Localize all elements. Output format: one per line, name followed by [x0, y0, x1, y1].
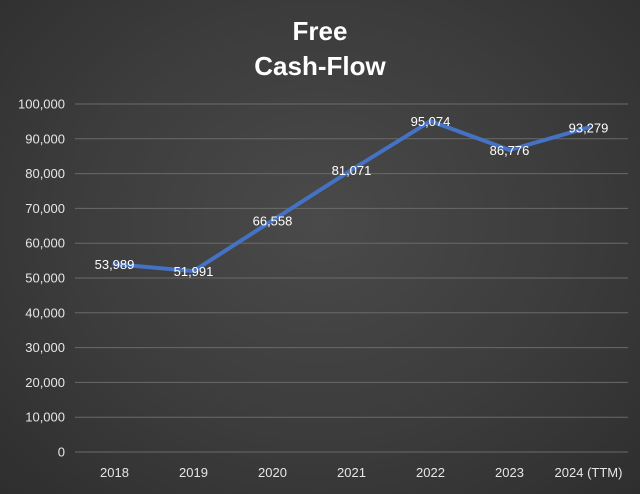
y-tick-label: 40,000 [25, 305, 65, 320]
data-label: 93,279 [569, 120, 609, 135]
chart-title-line-2: Cash-Flow [254, 51, 386, 81]
data-point [428, 119, 433, 124]
data-label: 53,989 [95, 257, 135, 272]
y-tick-label: 0 [58, 445, 65, 460]
gridlines [75, 103, 628, 453]
y-tick-label: 100,000 [18, 97, 65, 112]
y-tick-label: 90,000 [25, 131, 65, 146]
x-tick-label: 2024 (TTM) [555, 465, 623, 480]
data-label: 86,776 [490, 143, 530, 158]
series-layer [112, 119, 591, 274]
y-tick-label: 50,000 [25, 271, 65, 286]
y-tick-label: 80,000 [25, 166, 65, 181]
x-tick-label: 2019 [179, 465, 208, 480]
y-tick-label: 70,000 [25, 201, 65, 216]
x-axis-ticks: 2018 2019 2020 2021 2022 2023 2024 (TTM) [100, 465, 622, 480]
chart-title-line-1: Free [293, 16, 348, 46]
x-tick-label: 2021 [337, 465, 366, 480]
data-point [112, 262, 117, 267]
data-point [349, 167, 354, 172]
y-tick-label: 10,000 [25, 410, 65, 425]
data-label: 66,558 [253, 213, 293, 228]
y-axis-ticks: 0 10,000 20,000 30,000 40,000 50,000 60,000 70,… [18, 97, 65, 460]
data-point [270, 218, 275, 223]
data-point [586, 125, 591, 130]
y-tick-label: 60,000 [25, 236, 65, 251]
data-label: 95,074 [411, 114, 451, 129]
data-point [191, 269, 196, 274]
x-tick-label: 2020 [258, 465, 287, 480]
y-tick-label: 30,000 [25, 340, 65, 355]
x-tick-label: 2023 [495, 465, 524, 480]
x-tick-label: 2018 [100, 465, 129, 480]
data-label: 81,071 [332, 163, 372, 178]
y-tick-label: 20,000 [25, 375, 65, 390]
chart-title: Free Cash-Flow [254, 16, 386, 81]
data-point [507, 148, 512, 153]
data-labels: 53,989 51,991 66,558 81,071 95,074 86,776 93,2… [95, 114, 609, 279]
x-tick-label: 2022 [416, 465, 445, 480]
data-label: 51,991 [174, 264, 214, 279]
